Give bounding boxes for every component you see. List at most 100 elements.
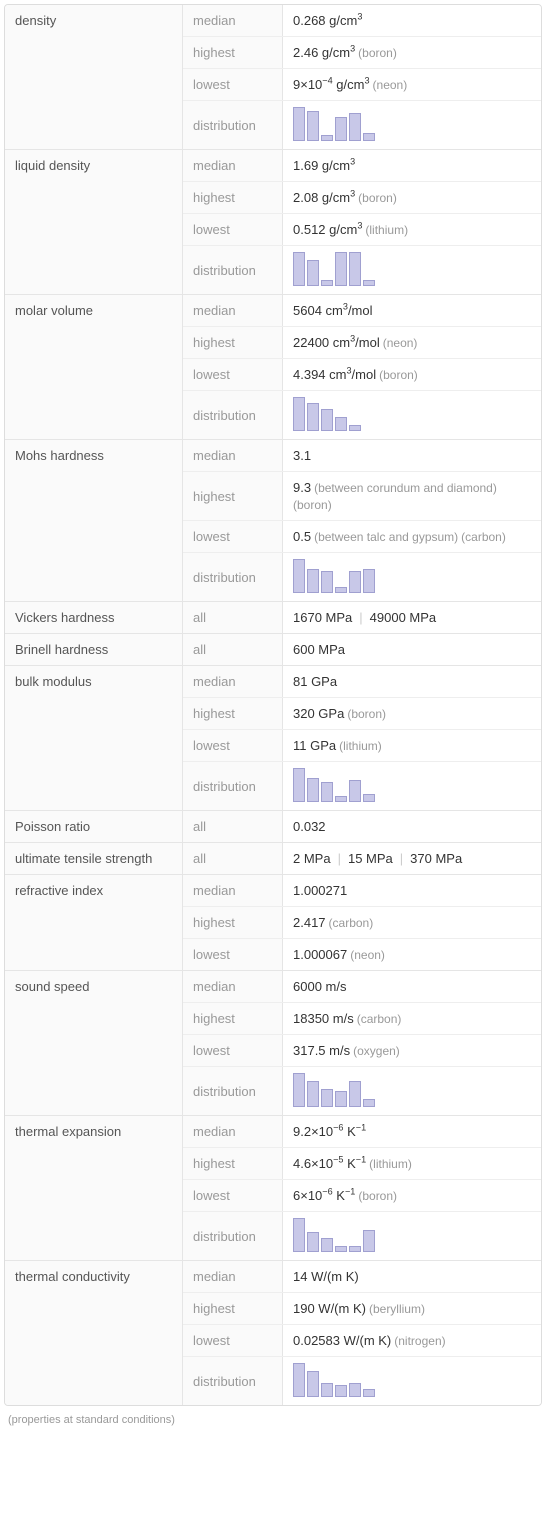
stat-value-cell bbox=[283, 762, 541, 810]
stat-value: 3.1 bbox=[293, 448, 311, 463]
stat-value: 2.08 g/cm3 bbox=[293, 190, 355, 205]
distribution-chart bbox=[293, 559, 375, 595]
stat-label: highest bbox=[183, 472, 283, 520]
stat-value: 49000 MPa bbox=[370, 610, 437, 625]
stat-label: distribution bbox=[183, 1067, 283, 1115]
property-name: bulk modulus bbox=[5, 666, 183, 810]
property-row: distribution bbox=[183, 553, 541, 601]
stat-value-cell: 5604 cm3/mol bbox=[283, 295, 541, 326]
property-name: Poisson ratio bbox=[5, 811, 183, 842]
stat-label: highest bbox=[183, 327, 283, 358]
property-group: liquid densitymedian1.69 g/cm3highest2.0… bbox=[5, 150, 541, 295]
property-row: highest2.46 g/cm3(boron) bbox=[183, 37, 541, 69]
distribution-bar bbox=[307, 1232, 319, 1252]
distribution-bar bbox=[293, 1073, 305, 1107]
property-row: lowest0.5(between talc and gypsum)(carbo… bbox=[183, 521, 541, 553]
property-row: median9.2×10−6 K−1 bbox=[183, 1116, 541, 1148]
stat-label: lowest bbox=[183, 214, 283, 245]
stat-label: distribution bbox=[183, 101, 283, 149]
stat-value-cell bbox=[283, 1212, 541, 1260]
property-row: highest2.08 g/cm3(boron) bbox=[183, 182, 541, 214]
property-subrows: median1.000271highest2.417(carbon)lowest… bbox=[183, 875, 541, 970]
property-row: highest320 GPa(boron) bbox=[183, 698, 541, 730]
property-group: molar volumemedian5604 cm3/molhighest224… bbox=[5, 295, 541, 440]
distribution-bar bbox=[363, 569, 375, 593]
distribution-chart bbox=[293, 1363, 375, 1399]
distribution-bar bbox=[307, 260, 319, 286]
distribution-bar bbox=[335, 417, 347, 431]
stat-element: (nitrogen) bbox=[394, 1334, 445, 1348]
property-row: median0.268 g/cm3 bbox=[183, 5, 541, 37]
property-subrows: median5604 cm3/molhighest22400 cm3/mol(n… bbox=[183, 295, 541, 439]
stat-element: (boron) bbox=[358, 191, 397, 205]
stat-element: (boron) bbox=[293, 498, 332, 512]
distribution-bar bbox=[307, 1081, 319, 1107]
stat-value-cell: 1.69 g/cm3 bbox=[283, 150, 541, 181]
property-group: thermal conductivitymedian14 W/(m K)high… bbox=[5, 1261, 541, 1405]
distribution-chart bbox=[293, 252, 375, 288]
distribution-bar bbox=[363, 1230, 375, 1252]
distribution-bar bbox=[349, 252, 361, 286]
distribution-bar bbox=[335, 1385, 347, 1397]
property-row: median14 W/(m K) bbox=[183, 1261, 541, 1293]
stat-value-cell: 320 GPa(boron) bbox=[283, 698, 541, 729]
property-name: liquid density bbox=[5, 150, 183, 294]
stat-element: (lithium) bbox=[365, 223, 408, 237]
distribution-chart bbox=[293, 1218, 375, 1254]
property-subrows: all0.032 bbox=[183, 811, 541, 842]
stat-element: (carbon) bbox=[461, 530, 506, 544]
stat-value-cell: 1.000271 bbox=[283, 875, 541, 906]
stat-element: (boron) bbox=[358, 46, 397, 60]
property-name: thermal conductivity bbox=[5, 1261, 183, 1405]
distribution-bar bbox=[363, 1099, 375, 1107]
distribution-chart bbox=[293, 107, 375, 143]
distribution-bar bbox=[293, 107, 305, 141]
distribution-bar bbox=[349, 113, 361, 141]
stat-label: highest bbox=[183, 1003, 283, 1034]
stat-element: (neon) bbox=[373, 78, 408, 92]
stat-value: 2.417 bbox=[293, 915, 326, 930]
stat-label: lowest bbox=[183, 939, 283, 970]
distribution-bar bbox=[293, 768, 305, 802]
footer-note: (properties at standard conditions) bbox=[4, 1406, 542, 1430]
property-subrows: median3.1highest9.3(between corundum and… bbox=[183, 440, 541, 601]
property-row: lowest4.394 cm3/mol(boron) bbox=[183, 359, 541, 391]
stat-value-cell: 0.02583 W/(m K)(nitrogen) bbox=[283, 1325, 541, 1356]
distribution-bar bbox=[321, 1089, 333, 1107]
stat-value: 1.000271 bbox=[293, 883, 347, 898]
property-name: sound speed bbox=[5, 971, 183, 1115]
stat-label: lowest bbox=[183, 521, 283, 552]
stat-value: 0.5 bbox=[293, 529, 311, 544]
stat-value: 190 W/(m K) bbox=[293, 1301, 366, 1316]
property-subrows: all2 MPa|15 MPa|370 MPa bbox=[183, 843, 541, 874]
stat-value-cell: 6×10−6 K−1(boron) bbox=[283, 1180, 541, 1211]
stat-value: 4.6×10−5 K−1 bbox=[293, 1156, 366, 1171]
distribution-bar bbox=[321, 571, 333, 593]
property-row: lowest1.000067(neon) bbox=[183, 939, 541, 970]
distribution-bar bbox=[363, 133, 375, 141]
stat-value-cell: 2.417(carbon) bbox=[283, 907, 541, 938]
stat-label: median bbox=[183, 5, 283, 36]
stat-element: (boron) bbox=[358, 1189, 397, 1203]
property-row: distribution bbox=[183, 1067, 541, 1115]
stat-element: (carbon) bbox=[329, 916, 374, 930]
property-row: all600 MPa bbox=[183, 634, 541, 665]
property-row: lowest317.5 m/s(oxygen) bbox=[183, 1035, 541, 1067]
value-separator: | bbox=[400, 851, 403, 866]
stat-value-cell: 1.000067(neon) bbox=[283, 939, 541, 970]
property-subrows: median1.69 g/cm3highest2.08 g/cm3(boron)… bbox=[183, 150, 541, 294]
stat-value-cell: 3.1 bbox=[283, 440, 541, 471]
stat-label: highest bbox=[183, 37, 283, 68]
stat-label: distribution bbox=[183, 1357, 283, 1405]
property-row: median5604 cm3/mol bbox=[183, 295, 541, 327]
stat-element: (beryllium) bbox=[369, 1302, 425, 1316]
distribution-bar bbox=[293, 1218, 305, 1252]
distribution-bar bbox=[349, 1081, 361, 1107]
stat-value: 0.032 bbox=[293, 819, 326, 834]
stat-value: 6×10−6 K−1 bbox=[293, 1188, 355, 1203]
stat-value: 9×10−4 g/cm3 bbox=[293, 77, 370, 92]
stat-label: highest bbox=[183, 1148, 283, 1179]
distribution-bar bbox=[307, 778, 319, 802]
property-row: median1.000271 bbox=[183, 875, 541, 907]
property-row: highest18350 m/s(carbon) bbox=[183, 1003, 541, 1035]
